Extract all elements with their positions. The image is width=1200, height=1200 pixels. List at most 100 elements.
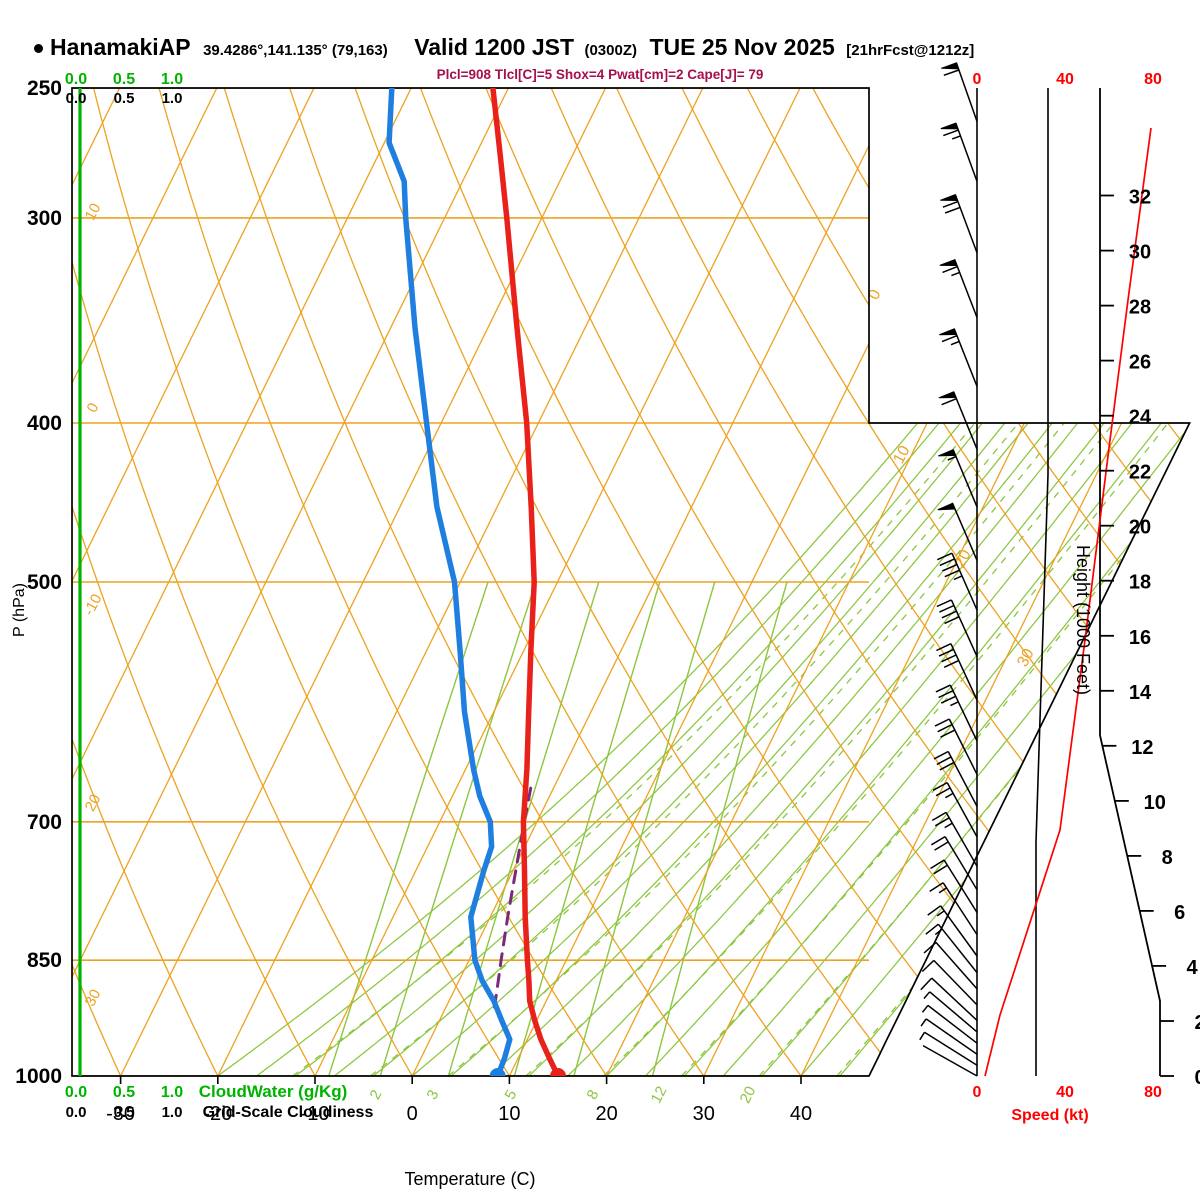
forecast-hour: [21hrFcst@1212z] bbox=[846, 42, 975, 59]
moist-adiabat-dashed-14 bbox=[603, 88, 1190, 1076]
wind-barb-pennant bbox=[938, 391, 957, 399]
wind-barb-full bbox=[944, 206, 961, 214]
wind-barb bbox=[938, 391, 978, 450]
temperature-tick--30: -30 bbox=[106, 1103, 135, 1125]
speed-tick-top-80: 80 bbox=[1144, 71, 1162, 88]
wind-barb-shaft bbox=[927, 1004, 978, 1044]
wind-barb-shaft bbox=[950, 599, 978, 657]
wind-barb-shaft bbox=[953, 328, 978, 387]
wind-barb-full bbox=[937, 723, 953, 733]
wind-barb bbox=[922, 1044, 978, 1077]
wind-barb-half bbox=[951, 135, 961, 140]
wind-barb-half bbox=[953, 575, 963, 581]
wind-barb-full bbox=[935, 684, 951, 693]
cloudiness-axis-label: Grid-Scale Cloudiness bbox=[203, 1104, 374, 1121]
wind-barb-pennant bbox=[939, 328, 958, 336]
dry-adiabat-30 bbox=[223, 88, 705, 1076]
wind-barb-full bbox=[938, 648, 954, 657]
wind-barb bbox=[936, 643, 978, 701]
wind-barb-panel bbox=[919, 62, 978, 1077]
wind-barb-shaft bbox=[954, 194, 978, 253]
wind-barb-shaft bbox=[950, 643, 978, 701]
isotherm-60 bbox=[994, 88, 1190, 1076]
wind-barb-full bbox=[938, 690, 954, 699]
wind-barb-full bbox=[943, 659, 960, 668]
wind-barb-full bbox=[936, 756, 952, 766]
wind-barb bbox=[919, 1031, 978, 1066]
pressure-tick-850: 850 bbox=[27, 949, 62, 972]
wind-barb-full bbox=[939, 604, 955, 613]
pressure-axis-label: P (hPa) bbox=[11, 583, 28, 637]
height-tick-20: 20 bbox=[1129, 517, 1151, 539]
wind-barb-full bbox=[932, 781, 948, 791]
wind-barb-pennant bbox=[941, 62, 960, 70]
height-tick-4: 4 bbox=[1187, 957, 1199, 979]
wind-barb bbox=[921, 959, 978, 1006]
dry-adiabat-label-20: 20 bbox=[82, 792, 105, 815]
speed-tick-bottom-40: 40 bbox=[1056, 1084, 1074, 1101]
wind-barb-pennant bbox=[940, 122, 959, 130]
wind-barb bbox=[934, 718, 978, 775]
cloudwater-tick-0: 0.0 bbox=[65, 71, 87, 88]
wind-barb-half bbox=[947, 455, 957, 461]
wind-barb-full bbox=[923, 941, 937, 954]
cloudiness-tick-1: 0.5 bbox=[114, 90, 135, 107]
wind-barb-full bbox=[941, 654, 957, 663]
height-tick-24: 24 bbox=[1129, 407, 1152, 429]
temperature-axis: -30 -20 -10 0 10 20 30 40 Temperature (C) bbox=[106, 1076, 812, 1189]
wind-barb-half bbox=[951, 271, 960, 277]
height-tick-10: 10 bbox=[1144, 792, 1166, 814]
dry-adiabat-130 bbox=[877, 88, 1190, 1018]
wind-barb-half bbox=[921, 1004, 929, 1013]
wind-barb-full bbox=[939, 761, 955, 771]
wind-barb-full bbox=[931, 835, 946, 846]
sounding-stats: Plcl=908 Tlcl[C]=5 Shox=4 Pwat[cm]=2 Cap… bbox=[0, 66, 1200, 84]
station-name: HanamakiAP bbox=[50, 34, 191, 60]
wind-barb bbox=[930, 859, 978, 913]
cloudwater-tick-1: 0.5 bbox=[113, 71, 135, 88]
pressure-axis: 250 300 400 500 700 850 1000 P (hPa) bbox=[11, 77, 62, 1088]
pressure-tick-300: 300 bbox=[27, 207, 62, 230]
wind-barb-full bbox=[925, 923, 939, 935]
stats-text: Plcl=908 Tlcl[C]=5 Shox=4 Pwat[cm]=2 Cap… bbox=[436, 67, 764, 82]
height-tick-8: 8 bbox=[1162, 847, 1173, 869]
wind-barb bbox=[923, 991, 978, 1033]
wind-barb-full bbox=[934, 718, 950, 727]
wind-barb-full bbox=[935, 787, 951, 797]
height-tick-12: 12 bbox=[1131, 737, 1153, 759]
isotherm-50 bbox=[897, 88, 1190, 1076]
speed-tick-top-0: 0 bbox=[973, 71, 982, 88]
wind-barb-half bbox=[938, 887, 947, 894]
temperature-surface-dot bbox=[550, 1068, 566, 1076]
wind-barb-pennant bbox=[939, 259, 958, 267]
temperature-trace bbox=[490, 88, 566, 1076]
wind-barb-shaft bbox=[954, 259, 978, 318]
wind-barb-half bbox=[944, 822, 953, 829]
wind-barb-shaft bbox=[924, 1031, 978, 1066]
wind-barb-half bbox=[920, 1018, 927, 1027]
dry-adiabat-50 bbox=[354, 88, 899, 1076]
wind-barb-half bbox=[936, 910, 945, 917]
mixing-ratio-label-20: 20 bbox=[737, 1084, 760, 1107]
speed-tick-bottom-80: 80 bbox=[1144, 1084, 1162, 1101]
mixing-ratio-20 bbox=[651, 581, 788, 1076]
height-tick-22: 22 bbox=[1129, 462, 1151, 484]
cloudwater-axis-label: CloudWater (g/Kg) bbox=[199, 1082, 348, 1101]
wind-barb-shaft bbox=[951, 503, 978, 561]
isotherm--70 bbox=[72, 88, 218, 1076]
wind-barb-full bbox=[921, 959, 935, 973]
height-tick-2: 2 bbox=[1194, 1012, 1200, 1034]
height-tick-30: 30 bbox=[1129, 242, 1151, 264]
isobar-lines bbox=[72, 88, 869, 1076]
temperature-tick-40: 40 bbox=[790, 1103, 812, 1125]
temperature-line bbox=[490, 88, 561, 1076]
wind-barb-full bbox=[936, 599, 952, 608]
wind-barb-full bbox=[941, 610, 957, 619]
moist-adiabat-dashed--18 bbox=[292, 88, 1190, 1076]
mixing-ratio-label-5: 5 bbox=[502, 1087, 521, 1102]
station-coords: 39.4286°,141.135° (79,163) bbox=[203, 42, 388, 59]
wind-barb-full bbox=[941, 335, 958, 343]
cloudwater-tick-bottom-1: 0.5 bbox=[113, 1084, 135, 1101]
pressure-tick-700: 700 bbox=[27, 811, 62, 834]
wind-barb bbox=[941, 62, 978, 122]
